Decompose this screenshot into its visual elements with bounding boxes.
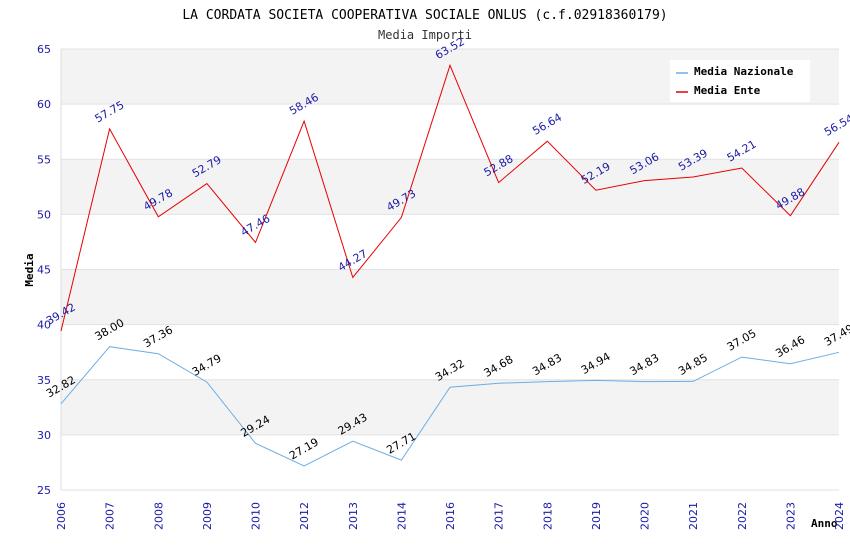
x-tick-label: 2009 (201, 502, 214, 530)
x-tick-label: 2022 (736, 502, 749, 530)
chart-subtitle: Media Importi (378, 28, 472, 42)
grid-band (61, 434, 839, 490)
x-axis-ticks: 2006 2007 2008 2009 2010 2012 2013 2014 2016 2017… (55, 502, 846, 530)
x-tick-label: 2020 (639, 502, 652, 530)
legend: Media Nazionale Media Ente (670, 60, 810, 102)
x-tick-label: 2007 (104, 502, 117, 530)
x-axis-label: Anno (811, 517, 838, 530)
x-tick-label: 2014 (395, 502, 408, 530)
chart-title: LA CORDATA SOCIETA COOPERATIVA SOCIALE O… (182, 8, 667, 23)
y-tick-label: 45 (37, 264, 51, 277)
y-tick-label: 35 (37, 374, 51, 387)
grid-band (61, 214, 839, 270)
x-tick-label: 2017 (493, 502, 506, 530)
grid-band (61, 104, 839, 160)
grid-band (61, 269, 839, 325)
grid-band (61, 379, 839, 435)
x-tick-label: 2012 (298, 502, 311, 530)
legend-label-media-nazionale: Media Nazionale (694, 65, 794, 78)
x-tick-label: 2016 (444, 502, 457, 530)
x-tick-label: 2024 (833, 502, 846, 530)
legend-box (670, 60, 810, 102)
y-axis-label: Media (23, 253, 36, 286)
x-tick-label: 2018 (541, 502, 554, 530)
y-tick-label: 30 (37, 429, 51, 442)
y-tick-label: 50 (37, 208, 51, 221)
series-line-1 (60, 63, 840, 332)
y-tick-label: 55 (37, 153, 51, 166)
grid-band (61, 159, 839, 215)
grid-bands (60, 48, 839, 491)
x-tick-label: 2021 (687, 502, 700, 530)
y-tick-label: 25 (37, 484, 51, 497)
legend-label-media-ente: Media Ente (694, 84, 761, 97)
y-tick-label: 65 (37, 43, 51, 56)
series-line-0 (60, 346, 840, 467)
x-tick-label: 2010 (250, 502, 263, 530)
grid-band (61, 324, 839, 380)
y-tick-label: 40 (37, 319, 51, 332)
x-tick-label: 2023 (784, 502, 797, 530)
x-tick-label: 2008 (152, 502, 165, 530)
x-tick-label: 2006 (55, 502, 68, 530)
x-tick-label: 2019 (590, 502, 603, 530)
y-tick-label: 60 (37, 98, 51, 111)
x-tick-label: 2013 (347, 502, 360, 530)
y-axis-ticks: 25 30 35 40 45 50 55 60 65 (37, 43, 51, 497)
series-lines (60, 63, 840, 467)
